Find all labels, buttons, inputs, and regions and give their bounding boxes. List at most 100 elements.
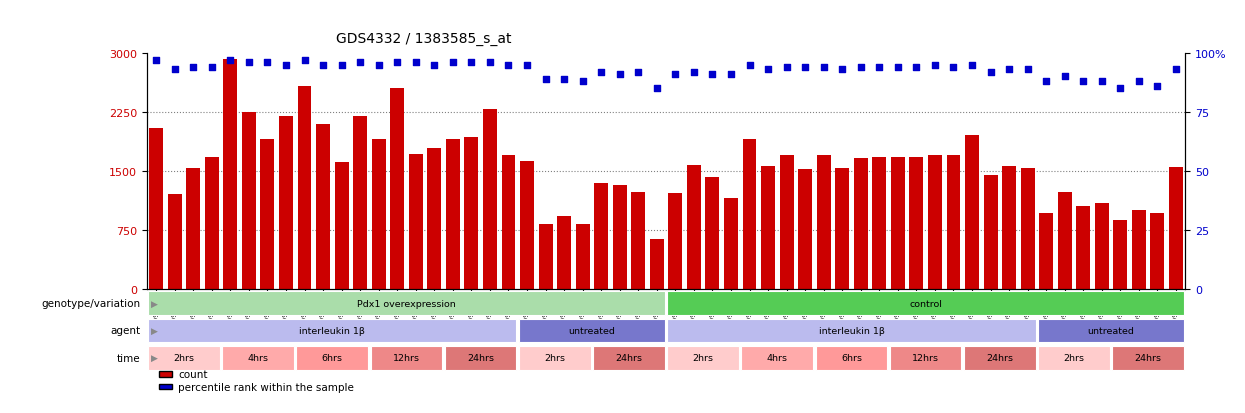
Text: 2hrs: 2hrs (1063, 354, 1084, 362)
FancyBboxPatch shape (444, 346, 517, 370)
Text: control: control (909, 299, 942, 308)
Point (796, 64, 815, 71)
FancyBboxPatch shape (667, 319, 1036, 342)
Bar (205, 157, 219, 289)
Bar (706, 178, 720, 289)
Point (146, 57, 166, 64)
Bar (631, 192, 645, 289)
Bar (149, 128, 163, 289)
Bar (779, 156, 793, 289)
Bar (335, 163, 349, 289)
FancyBboxPatch shape (667, 292, 1184, 315)
Text: 24hrs: 24hrs (1134, 354, 1162, 362)
FancyBboxPatch shape (148, 346, 220, 370)
Point (1036, 78, 1056, 85)
Bar (1113, 221, 1127, 289)
Bar (928, 156, 942, 289)
Bar (613, 185, 626, 289)
Point (554, 76, 574, 83)
Point (591, 69, 611, 76)
Point (406, 60, 426, 66)
Point (535, 76, 555, 83)
Point (850, 64, 870, 71)
Text: 24hrs: 24hrs (986, 354, 1013, 362)
Text: ▶: ▶ (151, 326, 158, 335)
Point (647, 85, 667, 92)
Point (758, 67, 778, 74)
Bar (427, 149, 441, 289)
FancyBboxPatch shape (667, 346, 740, 370)
Bar (798, 170, 812, 289)
Text: 12hrs: 12hrs (913, 354, 939, 362)
Bar (687, 165, 701, 289)
FancyBboxPatch shape (159, 384, 172, 389)
Bar (873, 157, 886, 289)
Bar (1169, 168, 1183, 289)
Bar (854, 159, 868, 289)
Text: percentile rank within the sample: percentile rank within the sample (178, 382, 354, 392)
Point (684, 69, 703, 76)
Bar (984, 175, 997, 289)
Bar (242, 112, 255, 289)
FancyBboxPatch shape (815, 346, 888, 370)
Point (888, 64, 908, 71)
Point (164, 67, 184, 74)
FancyBboxPatch shape (223, 346, 294, 370)
Bar (1077, 206, 1091, 289)
Bar (1002, 167, 1016, 289)
Text: 6hrs: 6hrs (321, 354, 342, 362)
Text: 2hrs: 2hrs (173, 354, 194, 362)
Bar (279, 116, 293, 289)
Point (1129, 78, 1149, 85)
Point (276, 62, 296, 69)
Bar (817, 156, 830, 289)
Point (369, 62, 388, 69)
Text: 2hrs: 2hrs (692, 354, 713, 362)
Bar (260, 140, 274, 289)
Bar (835, 169, 849, 289)
Text: untreated: untreated (1088, 326, 1134, 335)
Text: 4hrs: 4hrs (248, 354, 269, 362)
FancyBboxPatch shape (1112, 346, 1184, 370)
Bar (725, 199, 738, 289)
Text: 2hrs: 2hrs (544, 354, 565, 362)
Text: GDS4332 / 1383585_s_at: GDS4332 / 1383585_s_at (336, 31, 512, 45)
Bar (669, 193, 682, 289)
Bar (464, 138, 478, 289)
Point (517, 62, 537, 69)
Bar (946, 156, 960, 289)
Point (869, 64, 889, 71)
Point (702, 71, 722, 78)
Point (573, 78, 593, 85)
Bar (1094, 204, 1109, 289)
Text: agent: agent (111, 325, 141, 336)
Point (1000, 67, 1020, 74)
Point (1017, 67, 1037, 74)
Point (665, 71, 685, 78)
Point (721, 71, 741, 78)
Bar (594, 183, 608, 289)
Bar (742, 140, 757, 289)
Point (481, 60, 500, 66)
Point (295, 57, 315, 64)
Text: ▶: ▶ (151, 299, 158, 308)
FancyBboxPatch shape (1038, 319, 1184, 342)
Point (610, 71, 630, 78)
Text: 12hrs: 12hrs (393, 354, 420, 362)
FancyBboxPatch shape (159, 372, 172, 377)
Point (350, 60, 370, 66)
Point (1073, 78, 1093, 85)
Point (331, 62, 351, 69)
Bar (1150, 214, 1164, 289)
Point (1092, 78, 1112, 85)
Bar (1058, 192, 1072, 289)
Bar (354, 116, 367, 289)
Point (1055, 74, 1074, 81)
Text: 24hrs: 24hrs (467, 354, 494, 362)
Bar (520, 161, 534, 289)
FancyBboxPatch shape (148, 319, 517, 342)
Bar (408, 154, 423, 289)
Bar (483, 110, 497, 289)
Point (1111, 85, 1130, 92)
Point (183, 64, 203, 71)
